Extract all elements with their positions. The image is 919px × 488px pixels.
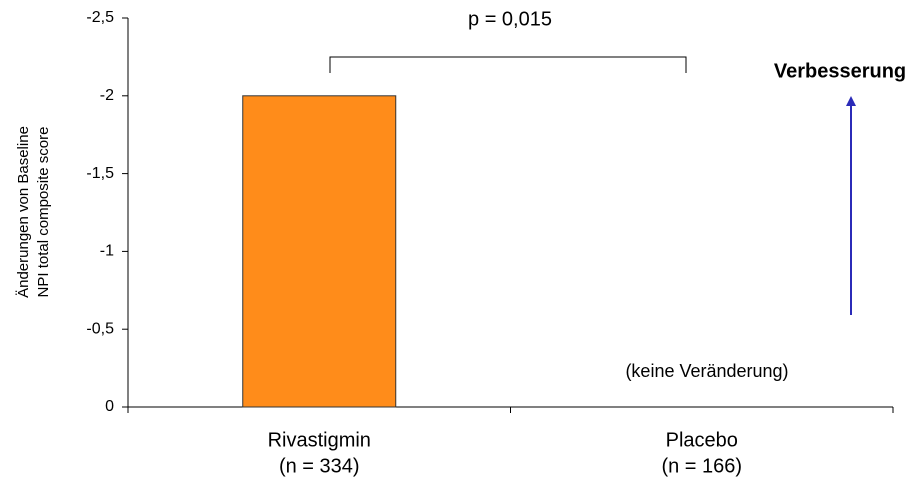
y-tick-label: -1,5 [86, 165, 114, 182]
page: {"chart_data": {"type": "bar", "categori… [0, 0, 919, 488]
y-tick-label: -2 [100, 87, 114, 104]
x-tick-label: Rivastigmin [268, 429, 371, 451]
y-tick-label: -1 [100, 243, 114, 260]
y-axis-label: Änderungen von Baseline [15, 126, 32, 298]
no-change-label: (keine Veränderung) [625, 361, 788, 381]
x-tick-note: (n = 334) [279, 455, 360, 477]
direction-label: Verbesserung [774, 60, 906, 82]
significance-bracket [330, 57, 686, 73]
x-tick-note: (n = 166) [661, 455, 742, 477]
y-tick-label: 0 [105, 398, 114, 415]
y-axis-label: NPI total composite score [35, 127, 52, 298]
p-value: p = 0,015 [468, 8, 552, 30]
bar [243, 96, 396, 407]
chart: p = 0,015 Verbesserung (keine Veränderun… [0, 0, 919, 488]
y-tick-label: -2,5 [86, 9, 114, 26]
y-tick-label: -0,5 [86, 320, 114, 337]
x-tick-label: Placebo [666, 429, 738, 451]
arrow-head [846, 96, 856, 106]
